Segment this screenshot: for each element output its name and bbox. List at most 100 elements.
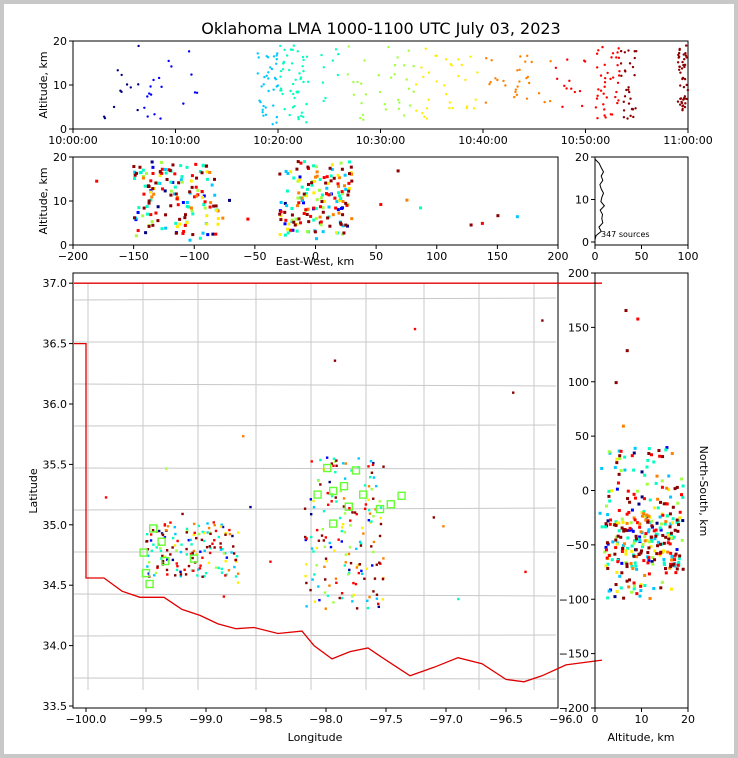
map-point	[372, 476, 376, 479]
ns-altitude-point	[614, 523, 618, 527]
ns-altitude-point	[606, 513, 610, 517]
time-altitude-point	[526, 54, 529, 58]
time-altitude-point	[617, 74, 621, 77]
lma-station-marker	[139, 548, 148, 557]
map-point	[190, 569, 194, 572]
ns-altitude-point	[656, 540, 660, 544]
map-point	[204, 571, 208, 575]
lma-station-marker	[189, 554, 199, 563]
ew-altitude-point	[331, 213, 335, 217]
time-altitude-point	[490, 59, 493, 62]
ns-altitude-point	[640, 514, 644, 518]
time-altitude-point	[337, 52, 340, 56]
time-altitude-point	[623, 95, 627, 98]
time-altitude-point	[549, 59, 552, 63]
ns-altitude-point	[665, 446, 669, 450]
time-altitude-point	[555, 77, 559, 81]
ew-altitude-point	[163, 189, 167, 193]
ew-altitude-point	[342, 231, 346, 235]
ew-altitude-point	[339, 206, 343, 210]
panel-ew-altitude: −200 −150 −100 −50 0 50 100 150 200 0 10 20 East-W…	[37, 151, 569, 268]
time-altitude-point	[352, 80, 355, 84]
ns-altitude-point	[658, 515, 662, 519]
ew-altitude-point	[214, 232, 218, 236]
map-point	[372, 461, 375, 465]
time-altitude-point	[378, 90, 382, 94]
map-point	[219, 542, 222, 545]
ns-altitude-ytick-label: 200	[568, 267, 589, 280]
ew-altitude-point	[134, 234, 138, 238]
ew-altitude-point	[302, 201, 306, 205]
ns-altitude-point	[681, 495, 685, 499]
time-altitude-point	[267, 77, 270, 80]
ns-altitude-point	[631, 529, 635, 533]
map-point	[330, 462, 333, 465]
time-altitude-point	[460, 63, 463, 67]
ns-altitude-point	[607, 553, 611, 557]
ns-altitude-point	[669, 562, 673, 566]
ew-altitude-point	[344, 223, 348, 227]
ew-altitude-point	[152, 192, 156, 196]
map-point	[213, 523, 216, 527]
ew-altitude-point	[133, 216, 137, 220]
time-altitude-point	[301, 55, 305, 59]
map-point	[104, 496, 108, 499]
map-point	[222, 595, 226, 598]
ew-altitude-point	[189, 179, 193, 183]
ns-altitude-point	[647, 451, 651, 455]
time-altitude-point	[622, 116, 626, 119]
ns-altitude-point	[664, 535, 668, 539]
time-altitude-point	[623, 51, 627, 54]
ns-altitude-point	[659, 586, 663, 590]
time-altitude-point	[633, 56, 636, 60]
time-altitude-point	[356, 80, 359, 84]
time-altitude-point	[635, 49, 638, 53]
ew-altitude-point	[195, 194, 199, 198]
ns-altitude-point	[629, 521, 633, 525]
time-altitude-point	[273, 76, 277, 80]
ns-altitude-point	[632, 581, 636, 585]
time-altitude-point	[599, 89, 603, 92]
time-altitude-point	[305, 102, 308, 106]
time-altitude-point	[414, 83, 418, 86]
time-altitude-point	[597, 49, 600, 52]
ew-altitude-point	[309, 214, 313, 218]
ns-altitude-y-ticks: −200 −150 −100 −50 0 50 100 150 200	[559, 267, 595, 715]
time-altitude-point	[422, 75, 425, 79]
panel-time-altitude: 10:00:00 10:10:00 10:20:00 10:30:00 10:40:00…	[37, 35, 713, 147]
map-point	[376, 602, 380, 606]
map-point	[375, 597, 379, 600]
map-point	[224, 533, 227, 536]
map-point	[161, 554, 164, 558]
ns-altitude-point	[661, 533, 665, 537]
ns-altitude-point	[675, 518, 679, 522]
map-point	[334, 470, 337, 474]
map-point	[220, 567, 224, 571]
time-altitude-point	[321, 81, 325, 84]
ew-altitude-point	[160, 227, 164, 231]
histogram-xtick-label: 100	[678, 250, 699, 263]
lma-station-marker	[148, 524, 158, 533]
time-altitude-point	[137, 83, 140, 86]
ns-altitude-point	[637, 502, 641, 506]
histogram-line	[594, 158, 606, 241]
map-point	[206, 522, 209, 525]
ns-altitude-point	[625, 579, 629, 583]
time-altitude-point	[275, 115, 279, 119]
ew-altitude-point	[133, 177, 137, 181]
time-altitude-point	[684, 44, 688, 47]
map-point	[351, 600, 354, 603]
ns-altitude-point	[625, 521, 629, 525]
time-altitude-point	[279, 44, 282, 48]
time-altitude-point	[193, 91, 197, 94]
ns-altitude-point	[638, 539, 642, 543]
map-point	[214, 566, 218, 569]
ns-altitude-point	[662, 502, 666, 506]
ns-altitude-point	[669, 564, 673, 568]
map-point	[231, 534, 234, 538]
ew-altitude-point	[95, 179, 99, 183]
ns-altitude-point	[652, 586, 656, 590]
map-point	[201, 575, 204, 578]
ew-altitude-point	[213, 193, 217, 197]
ew-altitude-point	[156, 205, 160, 209]
